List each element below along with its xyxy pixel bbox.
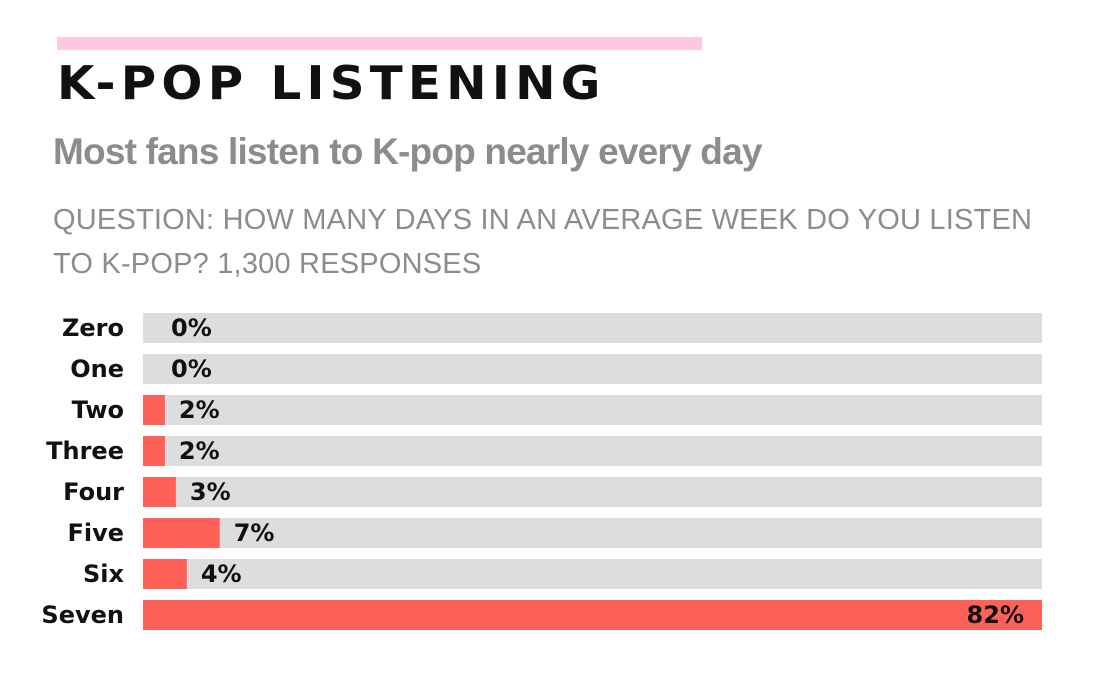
chart-subtitle: Most fans listen to K-pop nearly every d… (53, 131, 762, 172)
bar-track-zero (143, 313, 1042, 343)
category-label-four: Four (63, 478, 124, 506)
value-label-five: 7% (234, 519, 275, 547)
bar-track-four (143, 477, 1042, 507)
bar-chart: Zero 0% One 0% Two 2% Three 2% Four 3% Five 7% Six 4%… (41, 313, 1042, 630)
value-label-four: 3% (190, 478, 231, 506)
value-label-seven: 82% (967, 601, 1024, 629)
value-label-one: 0% (171, 355, 212, 383)
bar-track-six (143, 559, 1042, 589)
bar-five (143, 518, 220, 548)
category-label-zero: Zero (62, 314, 124, 342)
category-label-seven: Seven (41, 601, 124, 629)
bar-three (143, 436, 165, 466)
bar-six (143, 559, 187, 589)
bar-seven (143, 600, 1042, 630)
value-label-three: 2% (179, 437, 220, 465)
category-label-five: Five (67, 519, 124, 547)
value-label-six: 4% (201, 560, 242, 588)
bar-four (143, 477, 176, 507)
bar-track-one (143, 354, 1042, 384)
survey-question: QUESTION: HOW MANY DAYS IN AN AVERAGE WE… (53, 204, 1033, 280)
category-label-three: Three (46, 437, 124, 465)
category-label-two: Two (72, 396, 124, 424)
bar-track-five (143, 518, 1042, 548)
value-label-two: 2% (179, 396, 220, 424)
accent-bar (57, 37, 702, 50)
chart-title: K-POP LISTENING (57, 56, 606, 110)
bar-track-three (143, 436, 1042, 466)
value-label-zero: 0% (171, 314, 212, 342)
bar-track-two (143, 395, 1042, 425)
category-label-six: Six (83, 560, 125, 588)
category-label-one: One (70, 355, 124, 383)
bar-two (143, 395, 165, 425)
